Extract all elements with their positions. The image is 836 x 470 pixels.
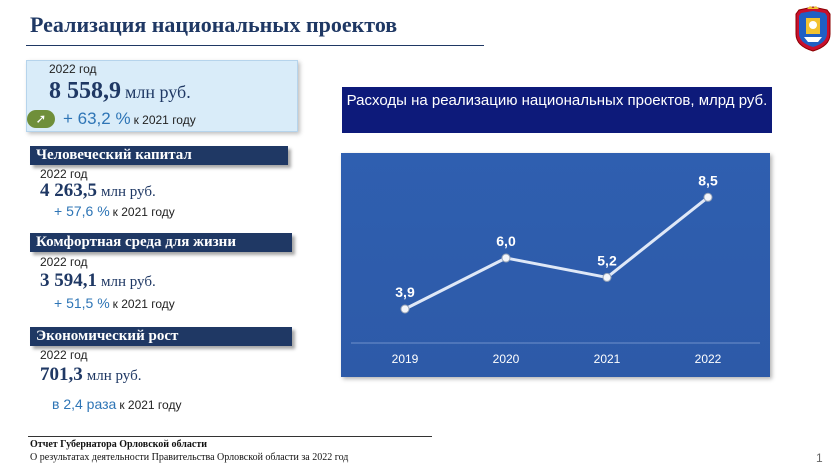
x-tick-label: 2020 [493,352,520,366]
category-growth-pct: в 2,4 раза [52,396,117,412]
category-growth-cmp: к 2021 году [112,297,175,311]
chart-title: Расходы на реализацию национальных проек… [342,87,772,133]
category-growth-cmp: к 2021 году [112,205,175,219]
category-value: 4 263,5 млн руб. [40,180,156,202]
category-header-economic-growth: Экономический рост [30,327,292,346]
category-year: 2022 год [40,348,88,362]
category-growth: + 57,6 % к 2021 году [54,203,175,221]
chart-panel: 3,9 6,0 5,2 8,5 2019 2020 2021 2022 [341,153,770,377]
category-header-human-capital: Человеческий капитал [30,146,288,165]
summary-growth: + 63,2 % к 2021 году [63,109,196,129]
category-growth-pct: + 51,5 % [54,295,110,311]
category-amount: 4 263,5 [40,180,97,201]
footer-divider [28,436,432,437]
data-point [602,272,612,282]
data-point [501,253,511,263]
title-divider [26,45,484,46]
series-line [404,196,709,311]
footer-subtitle: О результатах деятельности Правительства… [30,452,349,463]
category-header-comfortable-environment: Комфортная среда для жизни [30,233,292,252]
arrow-up-right-icon: ➚ [27,110,55,128]
data-label: 8,5 [698,172,718,188]
footer-org: Отчет Губернатора Орловской области [30,439,208,450]
category-year: 2022 год [40,255,88,269]
page-title: Реализация национальных проектов [30,12,398,37]
x-tick-label: 2019 [392,352,419,366]
summary-card: 2022 год 8 558,9 млн руб. ➚ + 63,2 % к 202… [26,60,298,132]
summary-total: 8 558,9 млн руб. [49,78,191,105]
x-tick-label: 2021 [594,352,621,366]
category-growth: + 51,5 % к 2021 году [54,295,175,313]
category-unit: млн руб. [101,274,156,290]
category-growth-cmp: к 2021 году [119,398,182,412]
category-growth: в 2,4 раза к 2021 году [52,396,181,414]
line-chart: 3,9 6,0 5,2 8,5 2019 2020 2021 2022 [351,172,760,366]
category-unit: млн руб. [101,184,156,200]
summary-value: 8 558,9 [49,78,121,104]
category-year: 2022 год [40,167,88,181]
summary-year: 2022 год [49,62,97,76]
coat-of-arms-icon [795,6,831,52]
category-value: 701,3 млн руб. [40,364,142,386]
data-point [703,192,713,202]
data-point [400,304,410,314]
category-unit: млн руб. [86,368,142,384]
category-amount: 701,3 [40,364,83,385]
data-label: 3,9 [395,284,415,300]
summary-growth-cmp: к 2021 году [133,113,196,127]
category-growth-pct: + 57,6 % [54,203,110,219]
data-label: 6,0 [496,233,516,249]
x-tick-label: 2022 [695,352,722,366]
summary-growth-pct: + 63,2 % [63,109,131,128]
page-number: 1 [816,451,823,465]
summary-unit: млн руб. [125,82,191,102]
data-label: 5,2 [597,252,617,268]
category-value: 3 594,1 млн руб. [40,270,156,292]
category-amount: 3 594,1 [40,270,97,291]
